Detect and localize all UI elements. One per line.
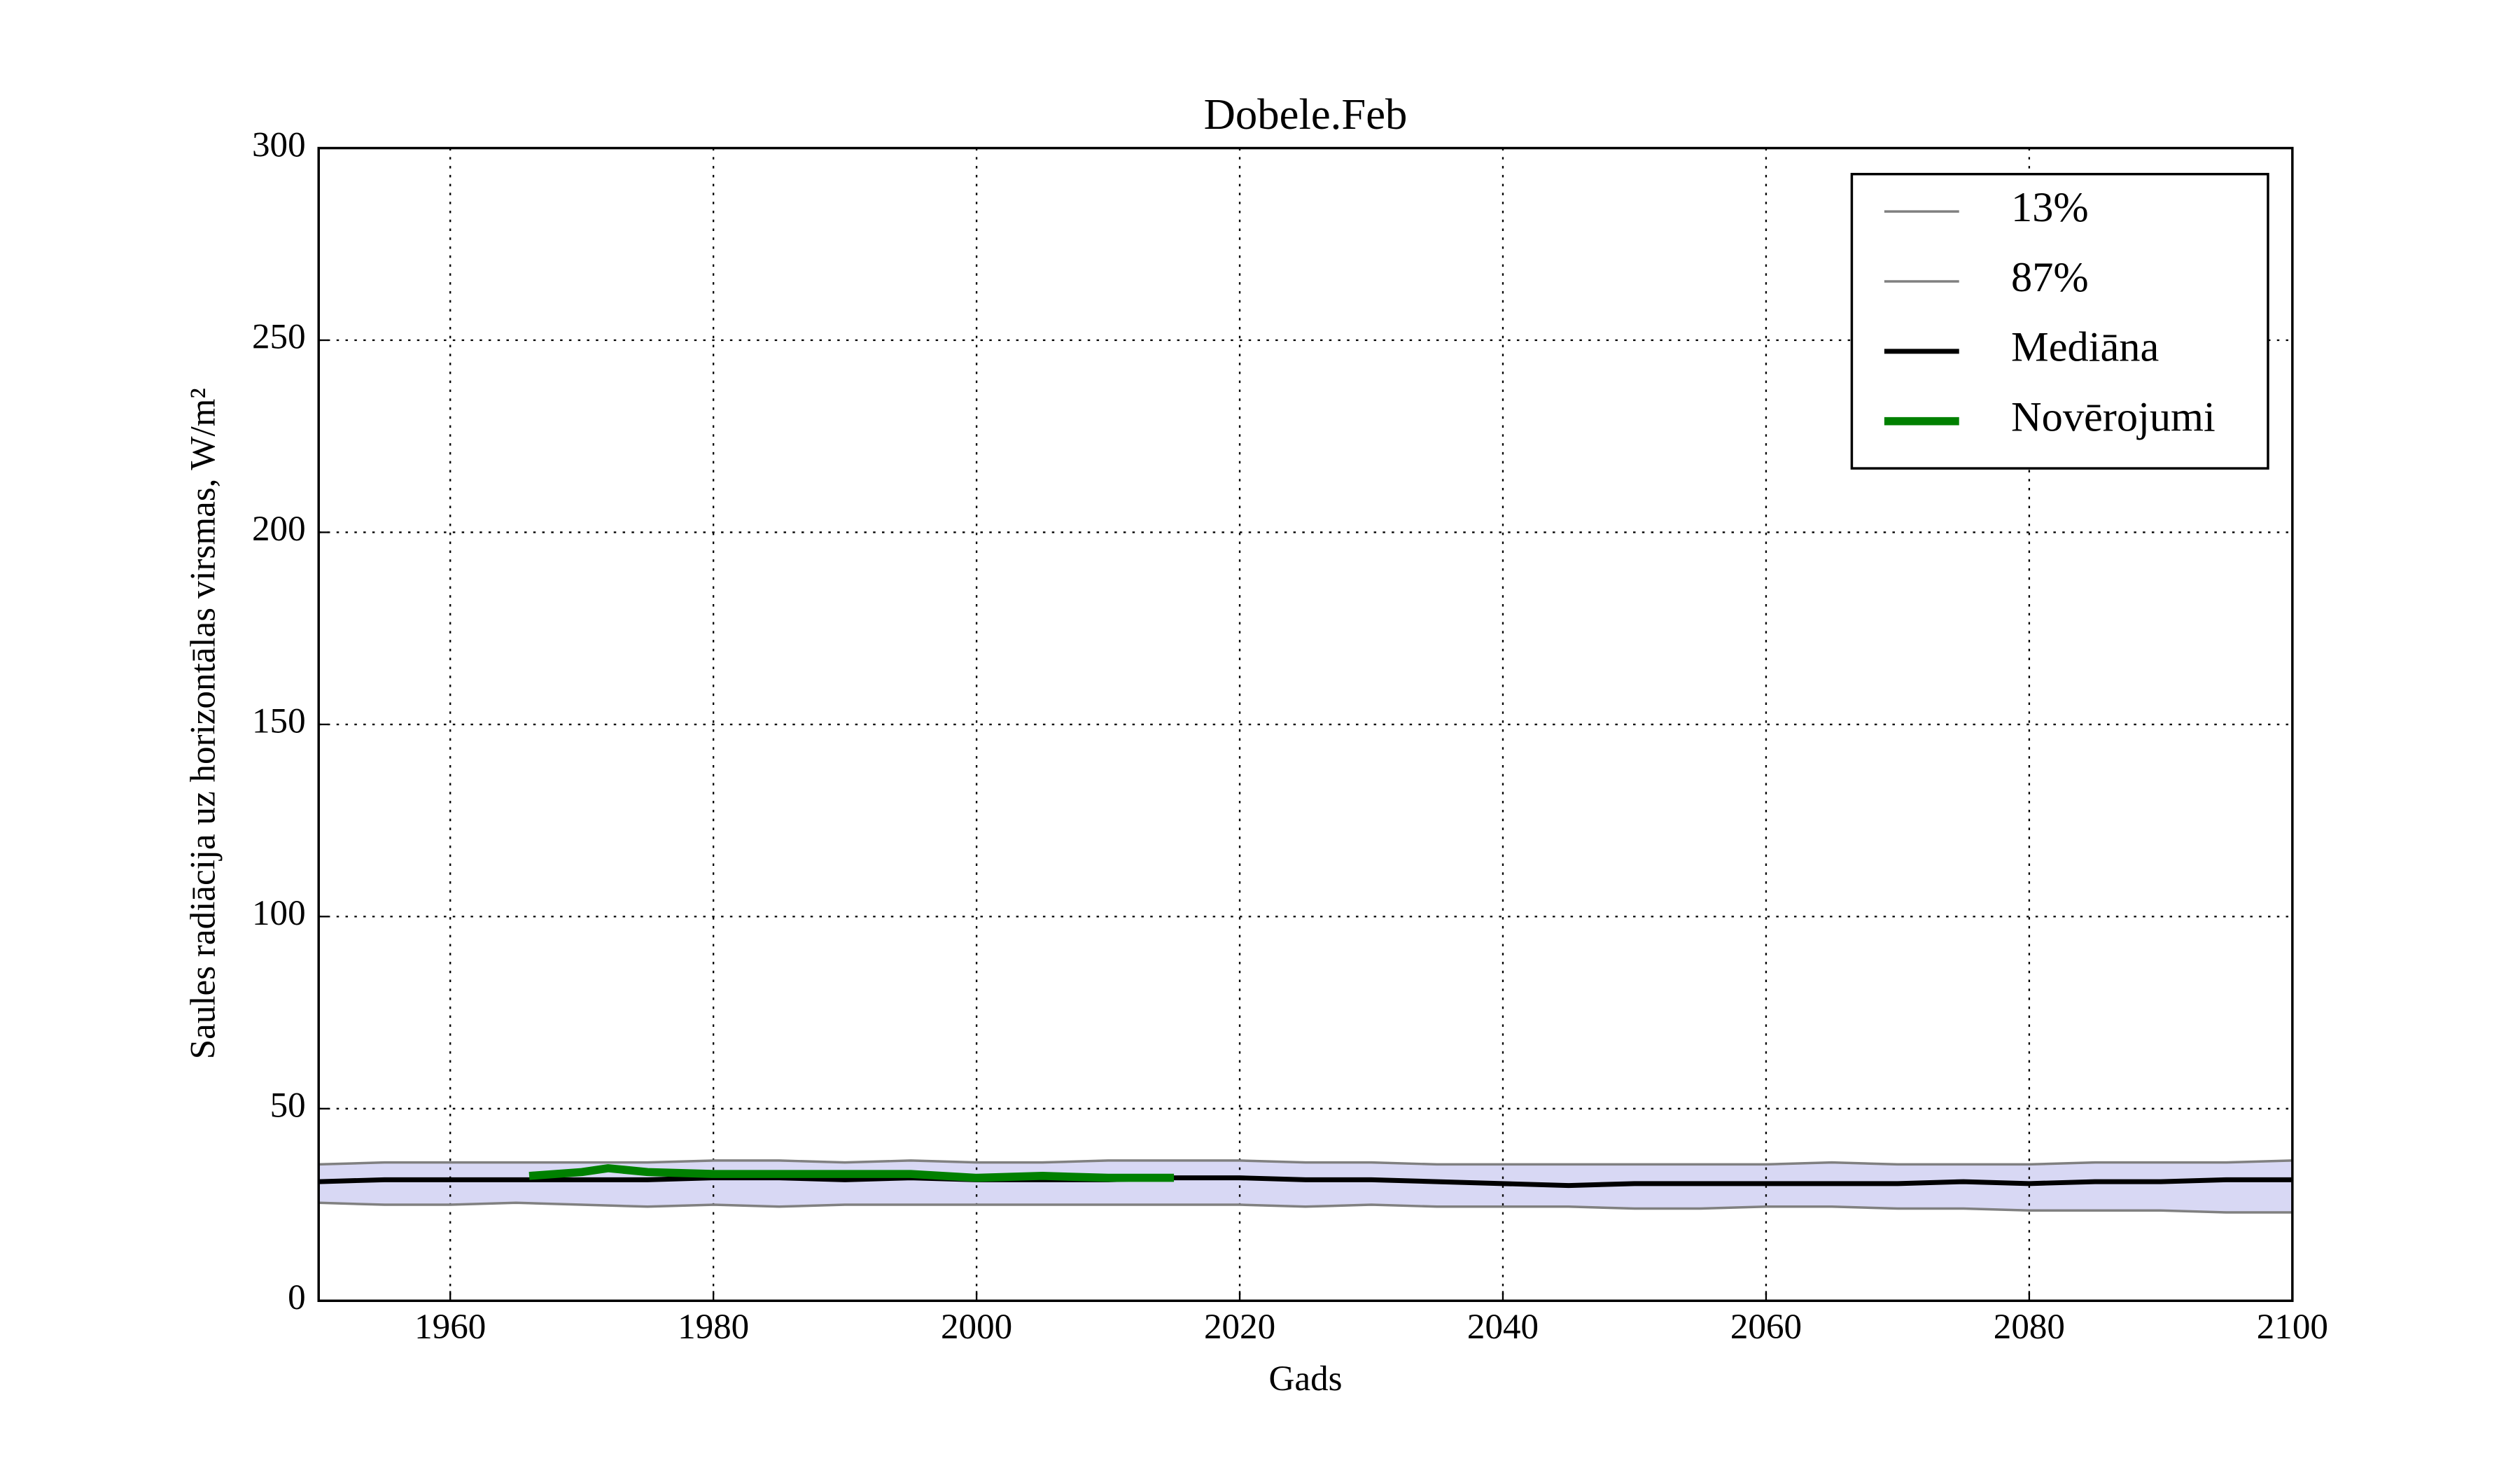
legend-label: 87%: [2011, 254, 2089, 301]
x-tick-label: 1980: [678, 1307, 749, 1347]
series-line: [528, 1164, 1175, 1182]
x-tick-label: 2040: [1467, 1307, 1539, 1347]
series-line: [318, 1201, 2292, 1214]
x-tick-label: 2100: [2257, 1307, 2328, 1347]
x-tick-label: 2060: [1730, 1307, 1802, 1347]
series-line: [318, 1175, 2292, 1189]
y-tick-label: 0: [288, 1278, 306, 1317]
legend-label: Novērojumi: [2011, 394, 2216, 441]
legend-label: Mediāna: [2011, 324, 2159, 371]
y-tick-label: 100: [252, 893, 306, 933]
y-axis-label: Saules radiācija uz horizontālas virsmas…: [183, 388, 223, 1059]
x-axis-label: Gads: [1269, 1359, 1343, 1399]
y-tick-label: 50: [270, 1086, 306, 1126]
plot-frame: [317, 146, 2294, 1302]
chart-title: Dobele.Feb: [1204, 90, 1408, 139]
y-tick-label: 250: [252, 317, 306, 357]
y-tick-label: 150: [252, 701, 306, 741]
legend-label: 13%: [2011, 184, 2089, 231]
y-tick-label: 200: [252, 509, 306, 549]
y-tick-label: 300: [252, 125, 306, 164]
x-tick-label: 2080: [1994, 1307, 2065, 1347]
x-tick-label: 2000: [941, 1307, 1012, 1347]
x-tick-label: 2020: [1204, 1307, 1275, 1347]
x-tick-label: 1960: [414, 1307, 486, 1347]
series-line: [318, 1159, 2292, 1166]
